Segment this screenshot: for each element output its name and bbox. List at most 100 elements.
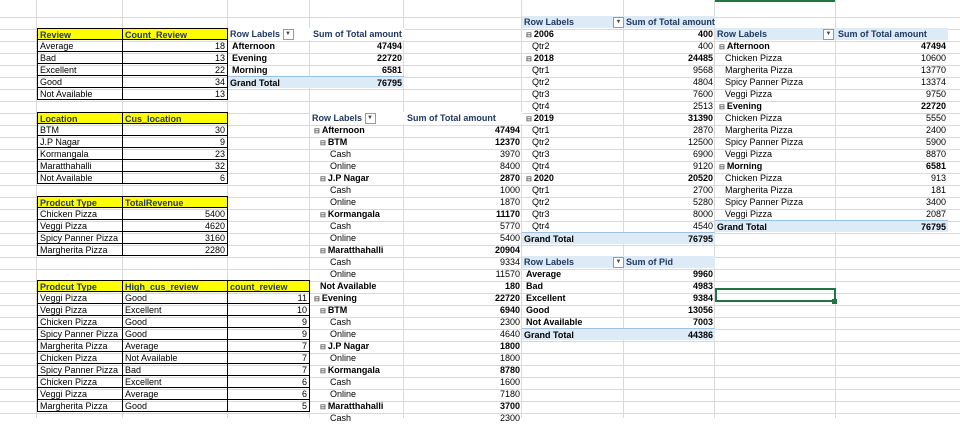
pivot-row-label[interactable]: Chicken Pizza	[725, 173, 783, 183]
pivot-row-value[interactable]: 2513	[692, 101, 713, 111]
fill-handle[interactable]	[832, 299, 837, 304]
pivot-row-label[interactable]: Good	[526, 305, 550, 315]
pivot-year-row-labels[interactable]: Row Labels ▾	[522, 16, 624, 28]
table-cell[interactable]: 7	[227, 364, 310, 376]
pivot-row-value[interactable]: 7600	[692, 89, 713, 99]
location-header[interactable]: Location	[37, 112, 123, 124]
pivot-row-value[interactable]: 2700	[692, 185, 713, 195]
pivot-row-label[interactable]: Qtr1	[532, 185, 550, 195]
pivot-row-label[interactable]: Qtr2	[532, 137, 550, 147]
pivot-row-label[interactable]: Qtr1	[532, 65, 550, 75]
pivot-row-label[interactable]: Qtr3	[532, 209, 550, 219]
collapse-icon[interactable]: ⊟	[314, 128, 322, 135]
pivot-row-value[interactable]: 1000	[499, 185, 520, 195]
pivot-row-value[interactable]: 6940	[499, 305, 520, 315]
table-cell[interactable]: Excellent	[122, 304, 228, 316]
collapse-icon[interactable]: ⊟	[320, 140, 328, 147]
pivot-row-label[interactable]: ⊟ J.P Nagar	[320, 341, 370, 351]
product-type-header[interactable]: Prodcut Type	[37, 196, 123, 208]
cus-location-header[interactable]: Cus_location	[122, 112, 228, 124]
pivot-row-value[interactable]: 13770	[920, 65, 946, 75]
table-cell[interactable]: Good	[122, 316, 228, 328]
total-revenue-header[interactable]: TotalRevenue	[122, 196, 228, 208]
pivot-row-label[interactable]: Margherita Pizza	[725, 185, 793, 195]
pivot-row-label[interactable]: Afternoon	[232, 41, 275, 51]
pivot-review-sum-header[interactable]: Sum of Pid	[624, 256, 715, 268]
grand-total-label[interactable]: Grand Total	[522, 328, 624, 340]
table-cell[interactable]: Not Available	[37, 88, 123, 100]
pivot-row-value[interactable]: 7003	[692, 317, 713, 327]
table-cell[interactable]: 7	[227, 340, 310, 352]
table-cell[interactable]: Average	[122, 388, 228, 400]
pivot-row-value[interactable]: 3400	[925, 197, 946, 207]
grand-total-label[interactable]: Grand Total	[228, 76, 310, 88]
table-cell[interactable]: 34	[122, 76, 228, 88]
pivot-row-label[interactable]: Qtr4	[532, 161, 550, 171]
pivot-row-value[interactable]: 8870	[925, 149, 946, 159]
table-cell[interactable]: Chicken Pizza	[37, 316, 123, 328]
table-cell[interactable]: 18	[122, 40, 228, 52]
pivot-row-value[interactable]: 2400	[925, 125, 946, 135]
table-cell[interactable]: 23	[122, 148, 228, 160]
pivot-row-label[interactable]: Veggi Pizza	[725, 209, 773, 219]
table-cell[interactable]: Spicy Panner Pizza	[37, 328, 123, 340]
collapse-icon[interactable]: ⊟	[526, 116, 534, 123]
pivot-row-label[interactable]: Chicken Pizza	[725, 53, 783, 63]
pivot-row-label[interactable]: Cash	[330, 317, 352, 327]
pivot-row-label[interactable]: Cash	[330, 377, 352, 387]
collapse-icon[interactable]: ⊟	[320, 248, 328, 255]
pivot-row-value[interactable]: 20904	[494, 245, 520, 255]
table-cell[interactable]: 3160	[122, 232, 228, 244]
pivot-row-value[interactable]: 8780	[499, 365, 520, 375]
collapse-icon[interactable]: ⊟	[526, 176, 534, 183]
table-cell[interactable]: 10	[227, 304, 310, 316]
pivot-row-value[interactable]: 4804	[692, 77, 713, 87]
pivot-row-value[interactable]: 7180	[499, 389, 520, 399]
table-cell[interactable]: Average	[122, 340, 228, 352]
pivot-row-value[interactable]: 24485	[687, 53, 713, 63]
pivot-location-sum-header[interactable]: Sum of Total amount	[404, 112, 522, 124]
pivot-row-value[interactable]: 9750	[925, 89, 946, 99]
high-cus-review-header[interactable]: High_cus_review	[122, 280, 228, 292]
table-cell[interactable]: Chicken Pizza	[37, 376, 123, 388]
pivot-time-row-labels[interactable]: Row Labels ▼	[228, 28, 310, 40]
pivot-row-label[interactable]: Veggi Pizza	[725, 89, 773, 99]
pivot-row-label[interactable]: Not Available	[320, 281, 377, 291]
pivot-row-label[interactable]: ⊟ Morning	[719, 161, 763, 171]
table-cell[interactable]: 2280	[122, 244, 228, 256]
pivot-row-label[interactable]: Average	[526, 269, 562, 279]
collapse-icon[interactable]: ⊟	[719, 164, 727, 171]
table-cell[interactable]: Margherita Pizza	[37, 400, 123, 412]
grand-total-label[interactable]: Grand Total	[522, 232, 624, 244]
table-cell[interactable]: 4620	[122, 220, 228, 232]
pivot-row-value[interactable]: 9120	[692, 161, 713, 171]
pivot-row-value[interactable]: 6900	[692, 149, 713, 159]
pivot-row-label[interactable]: Qtr2	[532, 77, 550, 87]
pivot-row-value[interactable]: 5280	[692, 197, 713, 207]
table-cell[interactable]: Veggi Pizza	[37, 304, 123, 316]
table-cell[interactable]: Veggi Pizza	[37, 388, 123, 400]
pivot-row-label[interactable]: Margherita Pizza	[725, 125, 793, 135]
pivot-row-label[interactable]: ⊟ 2006	[526, 29, 554, 39]
table-cell[interactable]: 5400	[122, 208, 228, 220]
pivot-row-label[interactable]: ⊟ 2020	[526, 173, 554, 183]
pivot-row-label[interactable]: ⊟ Afternoon	[719, 41, 770, 51]
pivot-row-label[interactable]: Qtr4	[532, 221, 550, 231]
pivot-row-value[interactable]: 13374	[920, 77, 946, 87]
pivot-row-value[interactable]: 22720	[376, 53, 402, 63]
pivot-row-label[interactable]: ⊟ Kormangala	[320, 365, 380, 375]
filter-dropdown-icon[interactable]: ▼	[282, 29, 294, 40]
pivot-row-value[interactable]: 1800	[499, 353, 520, 363]
pivot-row-label[interactable]: Qtr3	[532, 89, 550, 99]
table-cell[interactable]: Not Available	[37, 172, 123, 184]
pivot-row-value[interactable]: 47494	[920, 41, 946, 51]
pivot-row-label[interactable]: Spicy Panner Pizza	[725, 77, 804, 87]
pivot-row-value[interactable]: 5900	[925, 137, 946, 147]
table-cell[interactable]: Excellent	[122, 376, 228, 388]
pivot-row-value[interactable]: 2870	[499, 173, 520, 183]
pivot-row-value[interactable]: 2870	[692, 125, 713, 135]
count-review-header-2[interactable]: count_review	[227, 280, 310, 292]
pivot-row-label[interactable]: Qtr1	[532, 125, 550, 135]
pivot-row-value[interactable]: 6581	[925, 161, 946, 171]
